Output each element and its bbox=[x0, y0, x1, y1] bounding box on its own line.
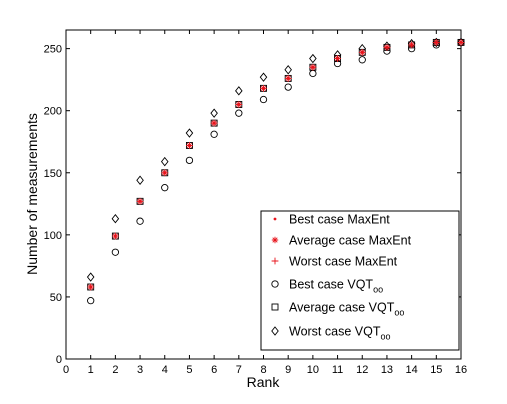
y-tick-label: 100 bbox=[44, 230, 62, 242]
legend-marker bbox=[271, 257, 279, 265]
x-axis-label: Rank bbox=[247, 374, 281, 390]
data-point bbox=[136, 175, 144, 185]
data-point bbox=[136, 217, 144, 225]
legend-marker bbox=[271, 280, 279, 288]
data-point bbox=[284, 75, 292, 82]
x-tick-label: 14 bbox=[406, 364, 418, 376]
x-tick-label: 0 bbox=[63, 364, 69, 376]
legend-entry-label: Best case VQToo bbox=[289, 278, 383, 295]
x-tick-label: 11 bbox=[332, 364, 343, 376]
legend-entry-name: Worst case VQT bbox=[289, 325, 381, 339]
data-point bbox=[432, 39, 440, 46]
x-tick-label: 13 bbox=[381, 364, 393, 376]
data-point bbox=[136, 197, 144, 205]
data-point bbox=[383, 43, 391, 51]
data-point bbox=[284, 65, 292, 75]
x-tick-label: 2 bbox=[112, 364, 118, 376]
legend-entry-subscript: oo bbox=[380, 332, 390, 342]
legend-marker bbox=[271, 303, 279, 311]
data-point bbox=[111, 248, 120, 256]
x-tick-label: 8 bbox=[260, 364, 266, 376]
data-point bbox=[161, 169, 169, 177]
y-axis-label: Number of measurements bbox=[24, 113, 40, 275]
x-tick-label: 10 bbox=[307, 364, 319, 376]
legend-entry-label: Worst case VQToo bbox=[289, 325, 390, 342]
x-tick-label: 1 bbox=[88, 364, 94, 376]
data-point bbox=[235, 86, 243, 96]
y-tick-label: 150 bbox=[44, 168, 62, 180]
data-point bbox=[284, 83, 292, 91]
data-point bbox=[186, 142, 193, 149]
y-tick-label: 0 bbox=[56, 354, 62, 366]
data-point bbox=[210, 130, 218, 138]
data-point bbox=[185, 156, 194, 165]
data-point bbox=[87, 296, 95, 305]
legend-entry-subscript: oo bbox=[373, 285, 383, 295]
legend-marker bbox=[273, 217, 277, 221]
legend-entry-name: Best case VQT bbox=[289, 278, 373, 292]
data-marks bbox=[86, 37, 465, 305]
data-point bbox=[334, 55, 341, 62]
data-point bbox=[161, 184, 169, 192]
data-point bbox=[309, 53, 317, 64]
data-point bbox=[457, 39, 465, 46]
legend-entry-name: Worst case MaxEnt bbox=[289, 255, 398, 269]
data-point bbox=[358, 56, 366, 64]
data-point bbox=[87, 283, 95, 291]
legend-marker bbox=[271, 236, 279, 244]
legend-entry-label: Best case MaxEnt bbox=[289, 213, 390, 227]
legend-marker bbox=[271, 326, 279, 336]
data-point bbox=[210, 108, 218, 118]
x-tick-label: 16 bbox=[455, 364, 467, 376]
data-point bbox=[210, 119, 218, 127]
x-tick-label: 3 bbox=[137, 364, 143, 376]
legend-entry-subscript: oo bbox=[394, 308, 404, 318]
legend-entry-label: Average case VQToo bbox=[289, 301, 404, 318]
data-point bbox=[235, 109, 243, 117]
legend-box bbox=[260, 210, 460, 351]
legend-entry-label: Worst case MaxEnt bbox=[289, 255, 398, 269]
x-tick-label: 7 bbox=[236, 364, 242, 376]
x-tick-label: 15 bbox=[430, 364, 442, 376]
data-point bbox=[259, 95, 268, 104]
data-point bbox=[432, 37, 441, 48]
x-tick-label: 5 bbox=[186, 364, 192, 376]
series-plus bbox=[87, 39, 465, 291]
x-tick-label: 4 bbox=[162, 364, 168, 376]
legend-entry-label: Average case MaxEnt bbox=[289, 234, 412, 248]
data-point bbox=[86, 272, 95, 282]
data-point bbox=[235, 101, 243, 108]
data-point bbox=[185, 128, 194, 138]
x-tick-label: 6 bbox=[211, 364, 217, 376]
data-point bbox=[111, 213, 120, 224]
legend: Best case MaxEnt Average case MaxEnt Worst… bbox=[260, 210, 460, 351]
legend-entry-name: Average case VQT bbox=[289, 301, 395, 315]
data-point bbox=[457, 37, 465, 48]
data-point bbox=[111, 232, 119, 240]
legend-entry-name: Average case MaxEnt bbox=[289, 234, 412, 248]
y-tick-label: 50 bbox=[50, 292, 62, 304]
data-point bbox=[160, 156, 169, 167]
x-tick-label: 12 bbox=[356, 364, 368, 376]
y-tick-label: 200 bbox=[44, 106, 62, 118]
x-tick-label: 9 bbox=[285, 364, 291, 376]
data-point bbox=[259, 72, 268, 82]
y-tick-label: 250 bbox=[44, 44, 62, 56]
data-point bbox=[309, 63, 317, 71]
data-point bbox=[260, 84, 267, 92]
data-point bbox=[358, 48, 366, 56]
legend-entry-name: Best case MaxEnt bbox=[289, 213, 390, 227]
data-point bbox=[408, 41, 416, 49]
